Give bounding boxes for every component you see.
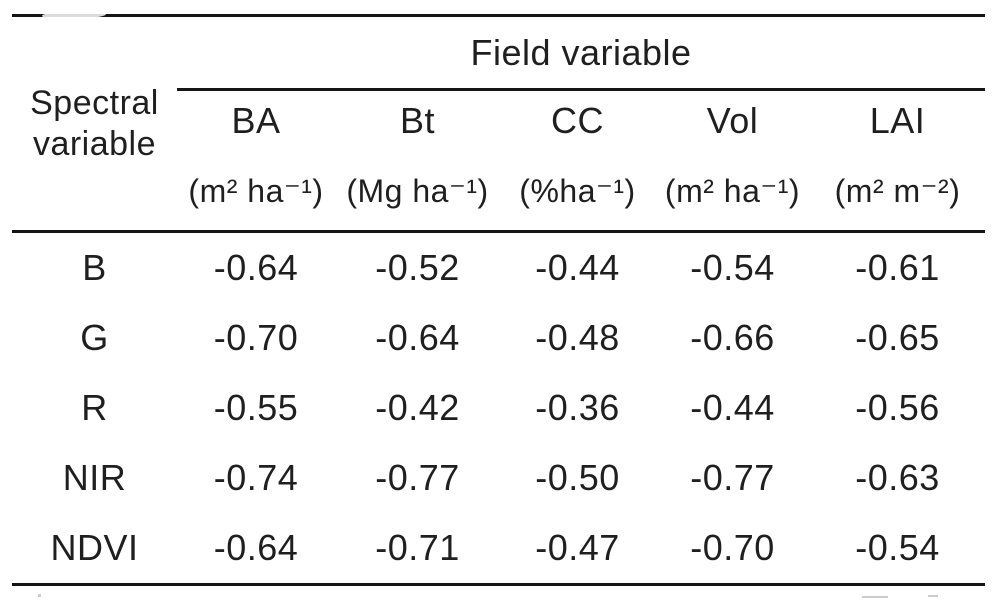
data-cell: -0.64 (213, 247, 299, 288)
data-cell: -0.63 (855, 457, 940, 498)
data-cell: -0.70 (213, 317, 299, 358)
unit-vol: (m² ha⁻¹) (655, 151, 810, 233)
unit-lai: (m² m⁻²) (810, 151, 986, 233)
row-label-g: G (80, 317, 109, 358)
row-label-ndvi: NDVI (50, 527, 139, 568)
row-label-nir: NIR (62, 457, 127, 498)
table-row-g: G -0.70 -0.64 -0.48 -0.66 -0.65 (12, 303, 985, 373)
data-cell: -0.77 (690, 457, 775, 498)
unit-cc: (%ha⁻¹) (500, 151, 655, 233)
column-header-vol: Vol (706, 100, 759, 141)
unit-bt: (Mg ha⁻¹) (335, 151, 500, 233)
data-cell: -0.44 (690, 387, 775, 428)
column-header-cc: CC (551, 100, 604, 141)
data-cell: -0.48 (535, 317, 620, 358)
row-label-r: R (81, 387, 108, 428)
column-header-lai: LAI (869, 100, 926, 141)
data-cell: -0.66 (690, 317, 775, 358)
row-group-header: Spectral variable (12, 15, 177, 233)
data-cell: -0.56 (855, 387, 940, 428)
data-cell: -0.74 (213, 457, 299, 498)
unit-row: (m² ha⁻¹) (Mg ha⁻¹) (%ha⁻¹) (m² ha⁻¹) (m… (12, 151, 986, 233)
data-cell: -0.36 (535, 387, 620, 428)
data-cell: -0.65 (855, 317, 940, 358)
header-group-row: Spectral variable Field variable (12, 15, 986, 233)
unit-ba: (m² ha⁻¹) (177, 151, 335, 233)
data-cell: -0.54 (855, 527, 940, 568)
table-row-nir: NIR -0.74 -0.77 -0.50 -0.77 -0.63 (12, 443, 985, 513)
table-row-ndvi: NDVI -0.64 -0.71 -0.47 -0.70 -0.54 (12, 513, 985, 585)
scan-artifact (862, 596, 888, 598)
column-header-bt: Bt (399, 100, 435, 141)
data-cell: -0.70 (690, 527, 775, 568)
scan-artifact (38, 594, 41, 597)
data-cell: -0.55 (213, 387, 299, 428)
data-cell: -0.47 (535, 527, 620, 568)
correlation-table: Spectral variable Field variable BA Bt C… (12, 14, 986, 586)
data-cell: -0.50 (535, 457, 620, 498)
data-cell: -0.64 (213, 527, 299, 568)
table-row-r: R -0.55 -0.42 -0.36 -0.44 -0.56 (12, 373, 985, 443)
data-cell: -0.42 (375, 387, 460, 428)
data-cell: -0.52 (375, 247, 460, 288)
data-cell: -0.71 (375, 527, 460, 568)
data-cell: -0.61 (855, 247, 940, 288)
scan-artifact (928, 595, 938, 597)
correlation-table-container: Spectral variable Field variable BA Bt C… (12, 14, 986, 586)
table-row-b: B -0.64 -0.52 -0.44 -0.54 -0.61 (12, 232, 985, 304)
column-group-header: Field variable (177, 15, 986, 91)
column-header-ba: BA (231, 100, 281, 141)
row-label-b: B (82, 247, 107, 288)
data-cell: -0.77 (375, 457, 460, 498)
column-header-row: BA Bt CC Vol LAI (12, 90, 985, 152)
data-cell: -0.64 (375, 317, 460, 358)
data-cell: -0.54 (690, 247, 775, 288)
data-cell: -0.44 (535, 247, 620, 288)
